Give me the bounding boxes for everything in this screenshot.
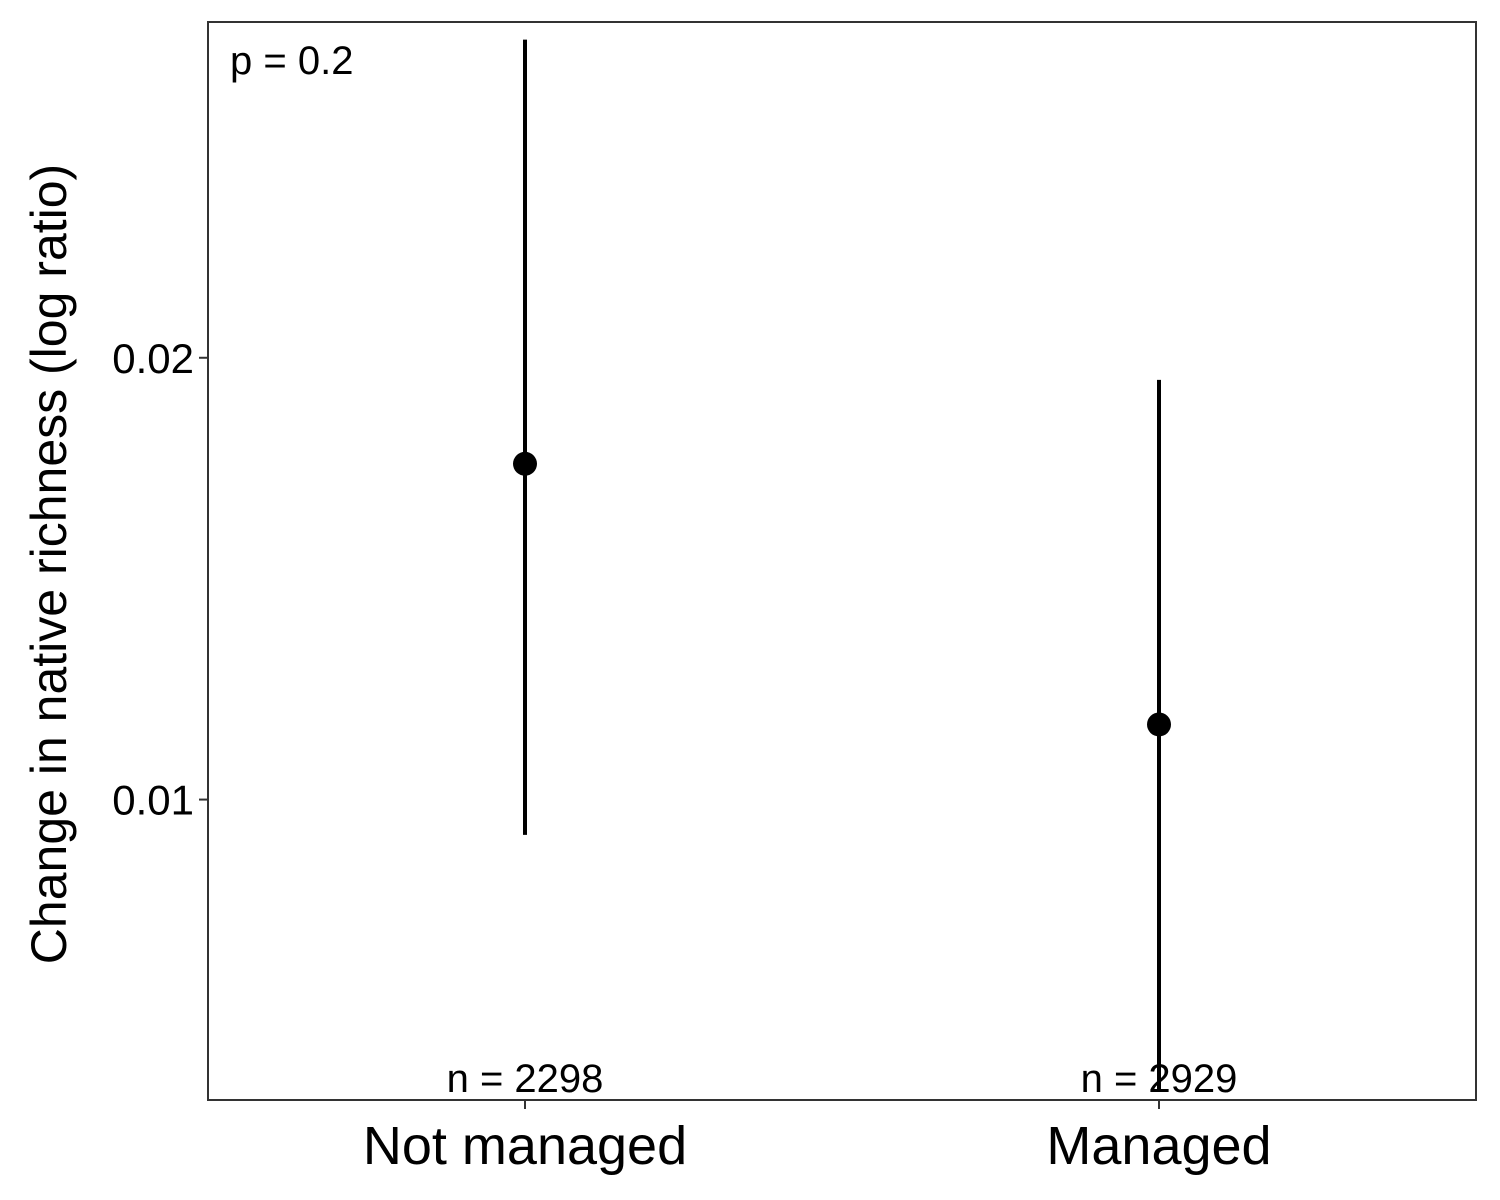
data-point	[1147, 712, 1171, 737]
sample-size-label: n = 2298	[447, 1057, 604, 1101]
data-point	[513, 451, 537, 476]
y-axis: 0.01 0.02	[112, 335, 208, 824]
x-axis: Not managed Managed	[363, 1100, 1272, 1176]
plot-panel	[207, 21, 1477, 1101]
y-tick-label: 0.02	[112, 335, 194, 382]
x-tick-label: Not managed	[363, 1116, 687, 1176]
x-tick-label: Managed	[1046, 1116, 1271, 1176]
y-axis-title: Change in native richness (log ratio)	[21, 164, 77, 964]
p-value-annotation: p = 0.2	[230, 39, 353, 83]
plot-marks: n = 2298 n = 2929	[447, 39, 1238, 1101]
sample-size-label: n = 2929	[1081, 1057, 1238, 1101]
y-tick-label: 0.01	[112, 777, 194, 824]
